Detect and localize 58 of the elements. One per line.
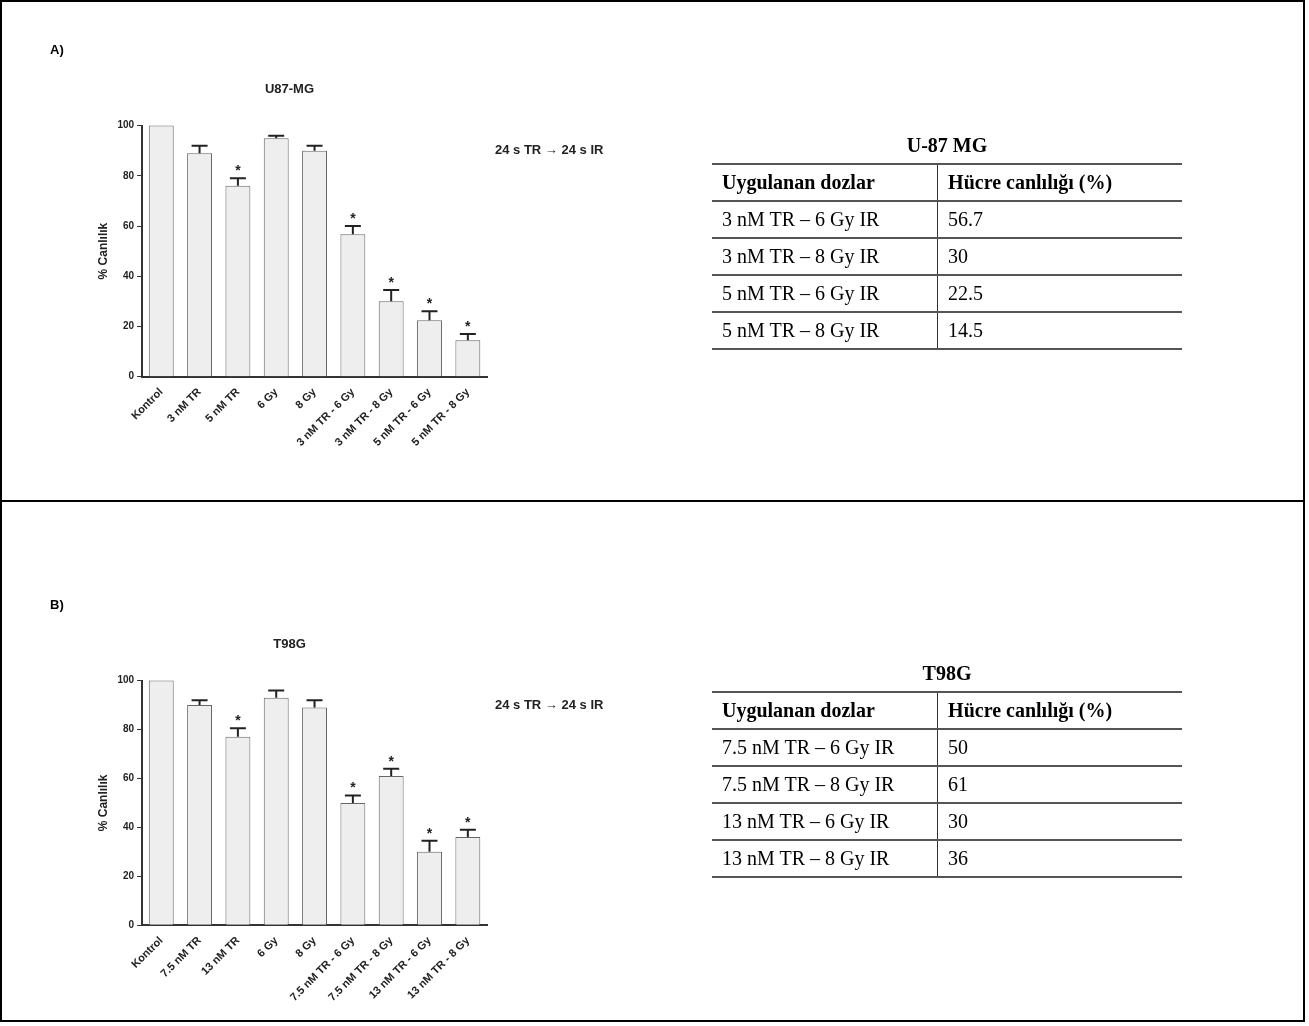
text: Hücre canlılığı (%): [937, 692, 1182, 729]
x-tick-label: 6 Gy: [254, 933, 281, 960]
y-tick-label: 0: [128, 918, 135, 930]
y-tick-label: 40: [122, 269, 135, 281]
text: 24 s TR → 24 s IR: [495, 142, 604, 158]
x-tick-label: 8 Gy: [292, 384, 319, 411]
y-tick-label: 40: [122, 821, 135, 833]
annotation: *: [388, 752, 395, 769]
text: Hücre canlılığı (%): [937, 164, 1182, 201]
text: U-87 MG: [905, 134, 989, 157]
annotation: *: [426, 824, 433, 841]
text: 5 nM TR – 6 Gy IR: [712, 275, 938, 312]
annotation: *: [388, 273, 395, 290]
text: A): [50, 42, 64, 57]
y-tick-label: 60: [122, 219, 135, 231]
text: 13 nM TR – 8 Gy IR: [712, 840, 938, 877]
annotation: *: [235, 712, 242, 729]
y-tick-label: 80: [122, 723, 135, 735]
y-tick-label: 100: [117, 119, 135, 131]
chart-title: T98G: [273, 636, 306, 652]
annotation: *: [350, 779, 357, 796]
text: 3 nM TR – 8 Gy IR: [712, 238, 938, 275]
text: 30: [937, 803, 1182, 840]
annotation: *: [426, 295, 433, 312]
text: 14.5: [937, 312, 1182, 349]
text: 22.5: [937, 275, 1182, 312]
x-tick-label: 6 Gy: [254, 384, 281, 411]
x-tick-label: 5 nM TR: [202, 385, 242, 425]
text: Uygulanan dozlar: [712, 692, 938, 729]
text: 24 s TR → 24 s IR: [495, 697, 604, 713]
y-tick-label: 20: [122, 870, 135, 881]
x-tick-label: 8 Gy: [292, 933, 319, 960]
text: 5 nM TR – 8 Gy IR: [712, 312, 938, 349]
y-tick-label: 20: [122, 320, 135, 332]
text: 61: [937, 766, 1182, 803]
y-tick-label: 100: [117, 674, 135, 686]
text: 7.5 nM TR – 8 Gy IR: [712, 766, 938, 803]
text: 50: [937, 729, 1182, 766]
chart-title: U87-MG: [264, 81, 315, 97]
annotation: *: [235, 162, 242, 179]
y-axis-title: % Canlılık: [95, 222, 110, 280]
annotation: *: [465, 317, 472, 334]
y-tick-label: 60: [122, 772, 135, 784]
text: T98G: [921, 662, 973, 685]
y-tick-label: 0: [128, 370, 135, 382]
text: 56.7: [937, 201, 1182, 238]
text: Uygulanan dozlar: [712, 164, 938, 201]
text: 3 nM TR – 6 Gy IR: [712, 201, 938, 238]
x-tick-label: 3 nM TR: [164, 385, 204, 425]
annotation: *: [465, 813, 472, 830]
annotation: *: [350, 209, 357, 226]
text: 30: [937, 238, 1182, 275]
text: 36: [937, 840, 1182, 877]
y-tick-label: 80: [122, 169, 135, 181]
text: 7.5 nM TR – 6 Gy IR: [712, 729, 938, 766]
text: B): [50, 597, 64, 612]
y-axis-title: % Canlılık: [95, 774, 110, 832]
text: 13 nM TR – 6 Gy IR: [712, 803, 938, 840]
